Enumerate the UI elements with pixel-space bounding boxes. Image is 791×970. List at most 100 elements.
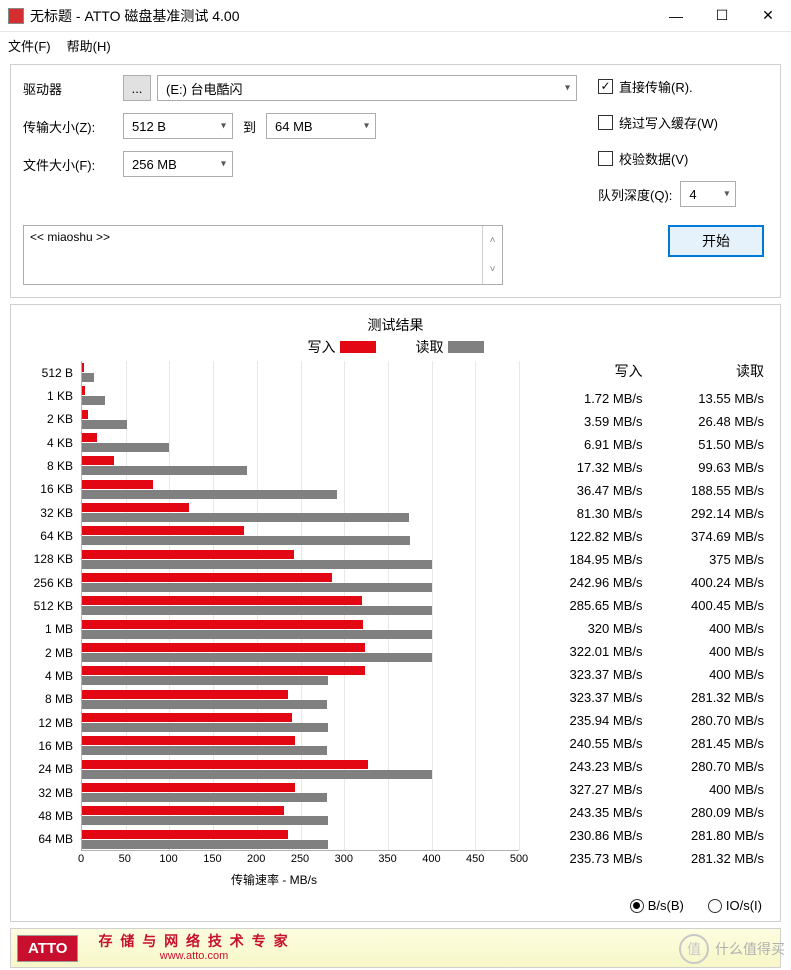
chart-bar-row xyxy=(82,641,519,664)
ylabel: 256 KB xyxy=(19,576,73,590)
chevron-down-icon: ▾ xyxy=(724,189,729,200)
read-value: 400.24 MB/s xyxy=(651,571,765,594)
legend-write-label: 写入 xyxy=(308,337,336,357)
write-bar xyxy=(82,503,189,512)
menu-help[interactable]: 帮助(H) xyxy=(67,36,111,55)
write-value: 1.72 MB/s xyxy=(529,387,643,410)
spin-down-icon[interactable]: ˅ xyxy=(483,255,502,284)
read-value: 375 MB/s xyxy=(651,548,765,571)
chart-ylabels: 512 B1 KB2 KB4 KB8 KB16 KB32 KB64 KB128 … xyxy=(19,361,77,851)
xtick: 300 xyxy=(335,853,353,865)
chart-xaxis: 050100150200250300350400450500 xyxy=(81,851,519,869)
footer-banner: ATTO 存 储 与 网 络 技 术 专 家 www.atto.com xyxy=(10,928,781,968)
description-box[interactable]: << miaoshu >> ˄ ˅ xyxy=(23,225,503,285)
read-bar xyxy=(82,676,328,685)
legend-read-label: 读取 xyxy=(416,337,444,357)
write-value: 184.95 MB/s xyxy=(529,548,643,571)
ylabel: 32 MB xyxy=(19,786,73,800)
read-value: 99.63 MB/s xyxy=(651,456,765,479)
read-bar xyxy=(82,746,327,755)
drive-select[interactable]: (E:) 台电酷闪 ▾ xyxy=(157,75,577,101)
results-chart xyxy=(81,361,519,851)
read-value: 374.69 MB/s xyxy=(651,525,765,548)
write-value: 327.27 MB/s xyxy=(529,778,643,801)
minimize-button[interactable]: — xyxy=(653,0,699,32)
write-bar xyxy=(82,760,368,769)
write-column: 写入 1.72 MB/s3.59 MB/s6.91 MB/s17.32 MB/s… xyxy=(529,361,651,888)
watermark-text: 什么值得买 xyxy=(715,939,785,959)
banner-line1: 存 储 与 网 络 技 术 专 家 xyxy=(98,934,289,949)
chart-bar-row xyxy=(82,781,519,804)
ylabel: 64 MB xyxy=(19,832,73,846)
write-bar xyxy=(82,410,88,419)
write-bar xyxy=(82,806,284,815)
ylabel: 24 MB xyxy=(19,762,73,776)
read-value: 400 MB/s xyxy=(651,617,765,640)
menubar: 文件(F) 帮助(H) xyxy=(0,32,791,58)
direct-io-checkbox[interactable]: ✓ xyxy=(598,79,613,94)
queue-depth-select[interactable]: 4 ▾ xyxy=(680,181,736,207)
write-bar xyxy=(82,690,288,699)
ylabel: 48 MB xyxy=(19,809,73,823)
xtick: 400 xyxy=(422,853,440,865)
transfer-from-select[interactable]: 512 B ▾ xyxy=(123,113,233,139)
maximize-button[interactable]: ☐ xyxy=(699,0,745,32)
filesize-select[interactable]: 256 MB ▾ xyxy=(123,151,233,177)
chart-bar-row xyxy=(82,478,519,501)
legend-write-swatch xyxy=(340,341,376,353)
chevron-down-icon: ▾ xyxy=(565,83,570,94)
ylabel: 2 KB xyxy=(19,412,73,426)
ylabel: 1 KB xyxy=(19,389,73,403)
options-panel: 驱动器 ... (E:) 台电酷闪 ▾ 传输大小(Z): 512 B ▾ 到 6… xyxy=(10,64,781,298)
start-button[interactable]: 开始 xyxy=(668,225,764,257)
browse-button[interactable]: ... xyxy=(123,75,151,101)
read-value: 281.32 MB/s xyxy=(651,686,765,709)
ylabel: 4 MB xyxy=(19,669,73,683)
verify-data-checkbox[interactable] xyxy=(598,151,613,166)
chart-bar-row xyxy=(82,594,519,617)
read-value: 280.70 MB/s xyxy=(651,755,765,778)
spin-up-icon[interactable]: ˄ xyxy=(483,226,502,255)
write-col-header: 写入 xyxy=(529,361,643,381)
read-value: 281.80 MB/s xyxy=(651,824,765,847)
read-value: 51.50 MB/s xyxy=(651,433,765,456)
ylabel: 16 MB xyxy=(19,739,73,753)
read-value: 281.45 MB/s xyxy=(651,732,765,755)
read-bar xyxy=(82,513,409,522)
ylabel: 64 KB xyxy=(19,529,73,543)
ylabel: 512 KB xyxy=(19,599,73,613)
verify-data-label: 校验数据(V) xyxy=(619,149,688,168)
xtick: 100 xyxy=(159,853,177,865)
ylabel: 8 MB xyxy=(19,692,73,706)
ylabel: 128 KB xyxy=(19,552,73,566)
xtick: 350 xyxy=(378,853,396,865)
bypass-cache-checkbox[interactable] xyxy=(598,115,613,130)
menu-file[interactable]: 文件(F) xyxy=(8,36,51,55)
unit-ios-radio[interactable] xyxy=(708,899,722,913)
ylabel: 4 KB xyxy=(19,436,73,450)
chart-bar-row xyxy=(82,501,519,524)
xtick: 200 xyxy=(247,853,265,865)
write-bar xyxy=(82,713,292,722)
write-bar xyxy=(82,573,332,582)
write-bar xyxy=(82,620,363,629)
legend-read-swatch xyxy=(448,341,484,353)
chevron-down-icon: ▾ xyxy=(221,121,226,132)
chart-bar-row xyxy=(82,454,519,477)
write-value: 6.91 MB/s xyxy=(529,433,643,456)
unit-bs-radio[interactable] xyxy=(630,899,644,913)
read-bar xyxy=(82,443,169,452)
transfer-to-select[interactable]: 64 MB ▾ xyxy=(266,113,376,139)
chart-bar-row xyxy=(82,571,519,594)
watermark-icon: 值 xyxy=(679,934,709,964)
read-value: 26.48 MB/s xyxy=(651,410,765,433)
write-bar xyxy=(82,480,153,489)
chart-bar-row xyxy=(82,828,519,851)
close-button[interactable]: ✕ xyxy=(745,0,791,32)
read-value: 400 MB/s xyxy=(651,663,765,686)
bypass-cache-label: 绕过写入缓存(W) xyxy=(619,113,718,132)
read-column: 读取 13.55 MB/s26.48 MB/s51.50 MB/s99.63 M… xyxy=(651,361,773,888)
read-value: 400.45 MB/s xyxy=(651,594,765,617)
write-value: 285.65 MB/s xyxy=(529,594,643,617)
read-bar xyxy=(82,630,432,639)
